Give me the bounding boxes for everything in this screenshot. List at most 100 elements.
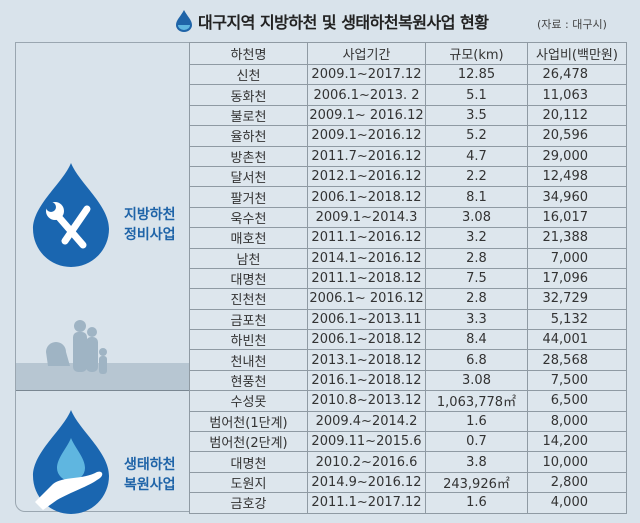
cell-scale: 2.2 — [425, 165, 528, 188]
cell-period: 2012.1~2016.12 — [307, 165, 426, 188]
cell-period: 2016.1~2018.12 — [307, 369, 426, 392]
cell-cost: 12,498 — [527, 165, 627, 188]
cell-cost: 20,112 — [527, 104, 627, 127]
cell-river-name: 범어천(2단계) — [189, 431, 308, 453]
header-scale: 규모(km) — [425, 42, 528, 65]
cell-river-name: 대명천 — [189, 451, 308, 473]
table-row: 현풍천 2016.1~2018.12 3.08 7,500 — [189, 369, 627, 392]
cell-river-name: 동화천 — [189, 84, 308, 106]
water-drop-icon — [176, 10, 192, 32]
cell-cost: 21,388 — [527, 227, 627, 249]
cell-scale: 3.08 — [425, 206, 528, 229]
cell-period: 2006.1~2013. 2 — [307, 84, 426, 106]
source-note: (자료 : 대구시) — [537, 18, 607, 31]
cell-river-name: 신천 — [189, 63, 308, 86]
table-row: 방촌천 2011.7~2016.12 4.7 29,000 — [189, 145, 627, 167]
cell-cost: 26,478 — [527, 63, 627, 86]
table-row: 팔거천 2006.1~2018.12 8.1 34,960 — [189, 186, 627, 208]
cell-cost: 20,596 — [527, 125, 627, 147]
section-label-line: 복원사업 — [124, 477, 176, 493]
cell-period: 2006.1~2018.12 — [307, 329, 426, 351]
cell-cost: 4,000 — [527, 492, 627, 514]
cell-period: 2009.1~2014.3 — [307, 206, 426, 229]
cell-scale: 3.2 — [425, 227, 528, 249]
cell-period: 2009.1~2016.12 — [307, 125, 426, 147]
cell-cost: 5,132 — [527, 308, 627, 331]
cell-cost: 28,568 — [527, 349, 627, 371]
table-row: 율하천 2009.1~2016.12 5.2 20,596 — [189, 125, 627, 147]
cell-river-name: 율하천 — [189, 125, 308, 147]
cell-period: 2009.11~2015.6 — [307, 431, 426, 453]
water-hand-drop-icon — [33, 410, 109, 514]
cell-river-name: 대명천 — [189, 267, 308, 290]
cell-cost: 6,500 — [527, 390, 627, 412]
cell-period: 2011.1~2016.12 — [307, 227, 426, 249]
cell-cost: 44,001 — [527, 329, 627, 351]
cell-scale: 6.8 — [425, 349, 528, 371]
cell-cost: 11,063 — [527, 84, 627, 106]
cell-river-name: 하빈천 — [189, 329, 308, 351]
cell-scale: 7.5 — [425, 267, 528, 290]
cell-scale: 5.1 — [425, 84, 528, 106]
cell-period: 2009.1~ 2016.12 — [307, 104, 426, 127]
cell-river-name: 금포천 — [189, 308, 308, 331]
cell-river-name: 도원지 — [189, 471, 308, 494]
cell-scale: 5.2 — [425, 125, 528, 147]
section-label-ecological-restoration: 생태하천 복원사업 — [124, 455, 176, 495]
table-row: 도원지 2014.9~2016.12 243,926㎡ 2,800 — [189, 471, 627, 494]
category-panel: 지방하천 정비사업 생태하천 복원사업 — [15, 42, 189, 514]
cell-cost: 2,800 — [527, 471, 627, 494]
cell-river-name: 남천 — [189, 247, 308, 269]
cell-scale: 1,063,778㎡ — [425, 390, 528, 412]
cell-river-name: 팔거천 — [189, 186, 308, 208]
cell-river-name: 범어천(1단계) — [189, 410, 308, 433]
cell-period: 2006.1~2018.12 — [307, 186, 426, 208]
page-title: 대구지역 지방하천 및 생태하천복원사업 현황 — [198, 13, 489, 32]
cell-river-name: 매호천 — [189, 227, 308, 249]
table-row: 수성못 2010.8~2013.12 1,063,778㎡ 6,500 — [189, 390, 627, 412]
cell-cost: 7,000 — [527, 247, 627, 269]
table-row: 욱수천 2009.1~2014.3 3.08 16,017 — [189, 206, 627, 229]
river-project-table: 하천명 사업기간 규모(km) 사업비(백만원) 신천 2009.1~2017.1… — [189, 42, 627, 514]
cell-scale: 1.6 — [425, 492, 528, 514]
title-bar: 대구지역 지방하천 및 생태하천복원사업 현황 — [176, 9, 489, 33]
family-icon — [46, 320, 107, 374]
cell-river-name: 진천천 — [189, 288, 308, 310]
cell-cost: 34,960 — [527, 186, 627, 208]
header-river-name: 하천명 — [189, 42, 308, 65]
section-label-river-maintenance: 지방하천 정비사업 — [124, 205, 176, 245]
tools-drop-icon — [33, 163, 109, 267]
table-row: 금호강 2011.1~2017.12 1.6 4,000 — [189, 492, 627, 514]
table-row: 대명천 2010.2~2016.6 3.8 10,000 — [189, 451, 627, 473]
cell-scale: 8.4 — [425, 329, 528, 351]
cell-cost: 16,017 — [527, 206, 627, 229]
cell-period: 2009.4~2014.2 — [307, 410, 426, 433]
family-silhouette-illustration — [16, 320, 189, 390]
table-row: 금포천 2006.1~2013.11 3.3 5,132 — [189, 308, 627, 331]
cell-period: 2013.1~2018.12 — [307, 349, 426, 371]
cell-period: 2014.9~2016.12 — [307, 471, 426, 494]
cell-river-name: 욱수천 — [189, 206, 308, 229]
section-divider — [16, 390, 189, 391]
table-row: 신천 2009.1~2017.12 12.85 26,478 — [189, 63, 627, 86]
cell-river-name: 금호강 — [189, 492, 308, 514]
cell-scale: 3.3 — [425, 308, 528, 331]
cell-period: 2009.1~2017.12 — [307, 63, 426, 86]
cell-period: 2006.1~ 2016.12 — [307, 288, 426, 310]
cell-scale: 243,926㎡ — [425, 471, 528, 494]
table-row: 달서천 2012.1~2016.12 2.2 12,498 — [189, 165, 627, 188]
cell-scale: 3.5 — [425, 104, 528, 127]
cell-scale: 3.08 — [425, 369, 528, 392]
table-row: 남천 2014.1~2016.12 2.8 7,000 — [189, 247, 627, 269]
cell-cost: 14,200 — [527, 431, 627, 453]
table-row: 동화천 2006.1~2013. 2 5.1 11,063 — [189, 84, 627, 106]
table-row: 천내천 2013.1~2018.12 6.8 28,568 — [189, 349, 627, 371]
cell-scale: 12.85 — [425, 63, 528, 86]
cell-period: 2011.1~2017.12 — [307, 492, 426, 514]
table-row: 불로천 2009.1~ 2016.12 3.5 20,112 — [189, 104, 627, 127]
table-row: 매호천 2011.1~2016.12 3.2 21,388 — [189, 227, 627, 249]
cell-scale: 0.7 — [425, 431, 528, 453]
table-header-row: 하천명 사업기간 규모(km) 사업비(백만원) — [189, 42, 627, 65]
cell-period: 2011.1~2018.12 — [307, 267, 426, 290]
cell-cost: 8,000 — [527, 410, 627, 433]
